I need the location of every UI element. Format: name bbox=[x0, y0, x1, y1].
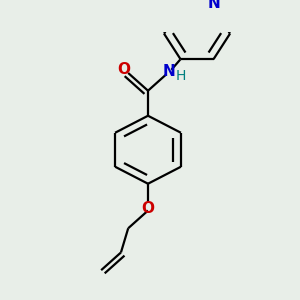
Text: N: N bbox=[207, 0, 220, 11]
Text: H: H bbox=[175, 69, 186, 83]
Text: O: O bbox=[118, 62, 131, 77]
Text: O: O bbox=[142, 201, 154, 216]
Text: N: N bbox=[163, 64, 176, 79]
